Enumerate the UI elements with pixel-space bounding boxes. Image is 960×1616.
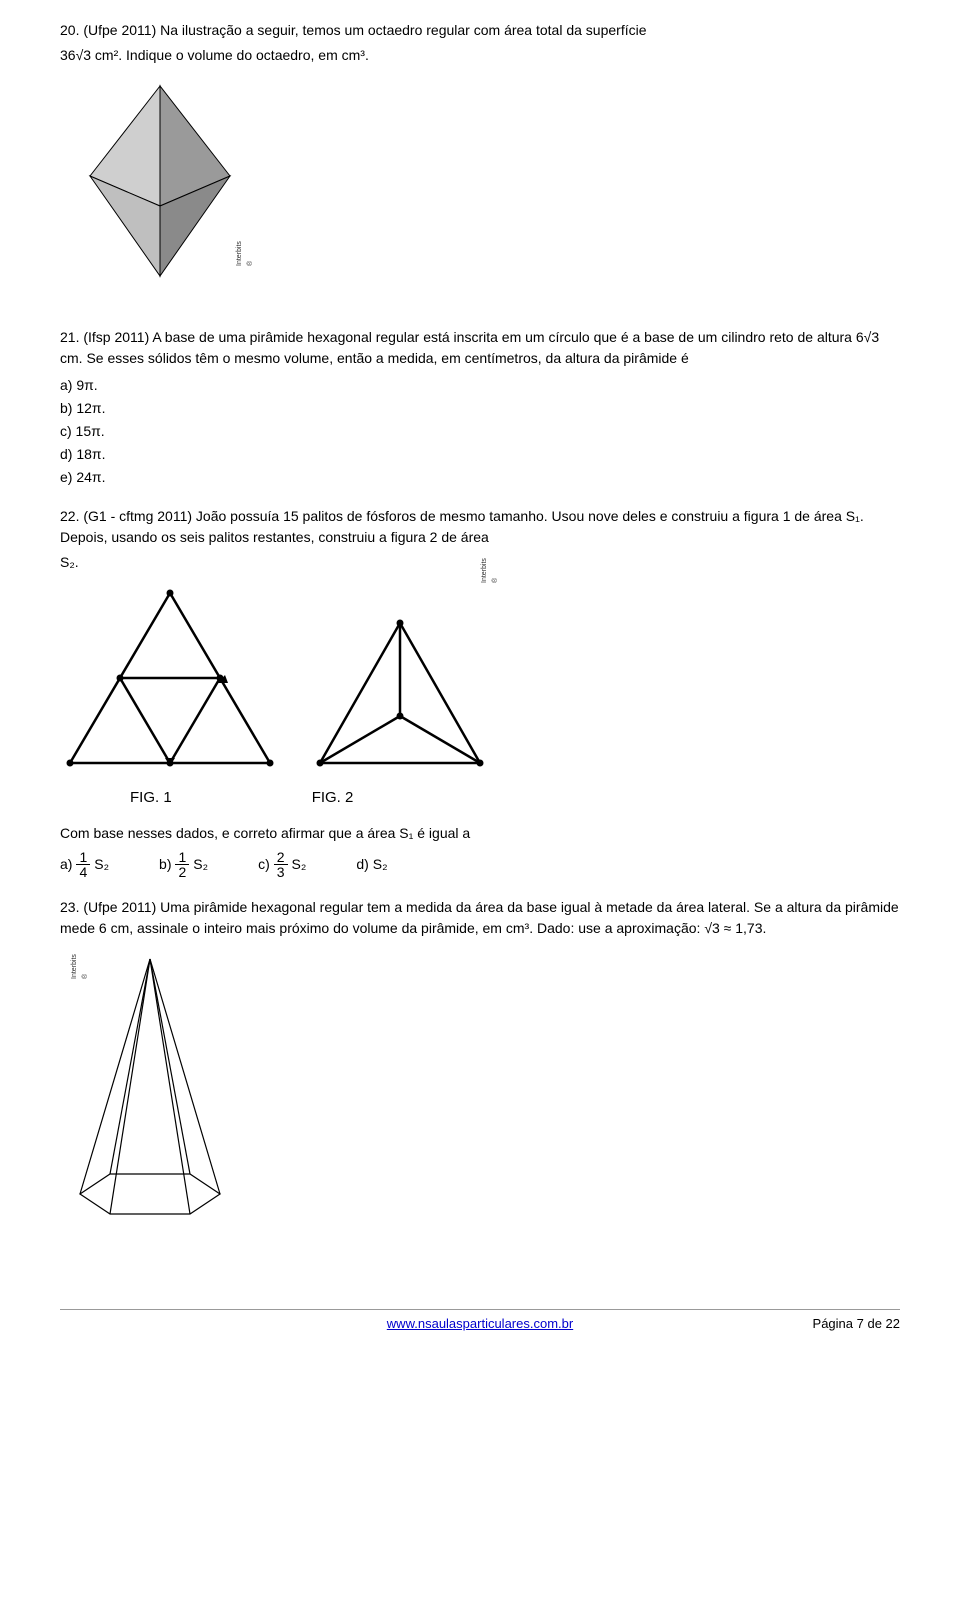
q22-stem-a: Com base nesses dados, e correto afirmar… (60, 825, 399, 841)
q23-t: 23. (Ufpe 2011) Uma pirâmide hexagonal r… (60, 899, 899, 936)
q21-options: a) 9π. b) 12π. c) 15π. d) 18π. e) 24π. (60, 375, 900, 488)
q22-figlabels: FIG. 1 FIG. 2 (130, 787, 900, 810)
q22-opt-b: b) 1 2 S₂ (159, 850, 208, 879)
q22-text: 22. (G1 - cftmg 2011) João possuía 15 pa… (60, 506, 900, 548)
q21-text: 21. (Ifsp 2011) A base de uma pirâmide h… (60, 327, 900, 369)
q22-b-post: S₂ (193, 854, 208, 875)
q22-c-num: 2 (274, 850, 288, 865)
q22-b-den: 2 (178, 865, 186, 879)
question-20: 20. (Ufpe 2011) Na ilustração a seguir, … (60, 20, 900, 309)
q23-unit: cm³ (506, 920, 529, 936)
page-footer: www.nsaulasparticulares.com.br Página 7 … (60, 1309, 900, 1334)
q21-opt-b: b) 12π. (60, 398, 900, 419)
q21-opt-a: a) 9π. (60, 375, 900, 396)
q22-figure: Interbits ® (60, 583, 900, 773)
q20-expr: 36√3 cm² (60, 47, 118, 63)
q22-opt-d: d) S₂ (356, 854, 387, 875)
q20-figure: Interbits ® (60, 76, 900, 309)
q21-prefix: 21. (Ifsp 2011) A base de uma pirâmide h… (60, 329, 856, 345)
q20-prefix: 20. (Ufpe 2011) Na ilustração a seguir, … (60, 22, 647, 38)
q22-d-post: S₂ (373, 854, 388, 875)
q22-c-pre: c) (258, 854, 270, 875)
q20-text: 20. (Ufpe 2011) Na ilustração a seguir, … (60, 20, 900, 41)
q21-opt-c: c) 15π. (60, 421, 900, 442)
q23-approx: √3 ≈ 1,73 (704, 920, 762, 936)
q22-opt-c: c) 2 3 S₂ (258, 850, 306, 879)
q20-text-2: 36√3 cm². Indique o volume do octaedro, … (60, 45, 900, 66)
q20-mid: . Indique o volume do octaedro, em (118, 47, 341, 63)
q22-b-num: 1 (175, 850, 189, 865)
question-22: 22. (G1 - cftmg 2011) João possuía 15 pa… (60, 506, 900, 880)
q22-options: a) 1 4 S₂ b) 1 2 S₂ c) 2 3 S₂ d) S (60, 850, 900, 879)
q22-stem: Com base nesses dados, e correto afirmar… (60, 823, 900, 844)
q22-a-pre: a) (60, 854, 72, 875)
q21-opt-d: d) 18π. (60, 444, 900, 465)
q22-d-pre: d) (356, 854, 368, 875)
q22-text-2: S₂. (60, 552, 900, 573)
page-number: Página 7 de 22 (813, 1314, 900, 1334)
q22-figlabel2: FIG. 2 (312, 787, 354, 810)
q22-opt-a: a) 1 4 S₂ (60, 850, 109, 879)
q23-tail: . (763, 920, 767, 936)
q22-c-post: S₂ (292, 854, 307, 875)
q23-figure: Interbits ® (60, 949, 900, 1249)
q22-b-pre: b) (159, 854, 171, 875)
q22-c-den: 3 (277, 865, 285, 879)
q20-tail: . (365, 47, 369, 63)
q22-figlabel1: FIG. 1 (130, 787, 172, 810)
q21-mid: . Se esses sólidos têm o mesmo volume, e… (79, 350, 689, 366)
question-23: 23. (Ufpe 2011) Uma pirâmide hexagonal r… (60, 897, 900, 1249)
q21-opt-e: e) 24π. (60, 467, 900, 488)
q20-unit: cm³ (342, 47, 365, 63)
q23-mid: . Dado: use a aproximação: (529, 920, 704, 936)
q22-stem-b: é igual a (413, 825, 470, 841)
q22-a-post: S₂ (94, 854, 109, 875)
q22-stem-s: S₁ (399, 825, 413, 841)
q22-s1: S₁ (846, 508, 860, 524)
q22-line1: 22. (G1 - cftmg 2011) João possuía 15 pa… (60, 508, 846, 524)
q22-line1c: . (75, 554, 79, 570)
question-21: 21. (Ifsp 2011) A base de uma pirâmide h… (60, 327, 900, 488)
footer-link[interactable]: www.nsaulasparticulares.com.br (387, 1314, 573, 1334)
q22-s2: S₂ (60, 554, 75, 570)
q23-text: 23. (Ufpe 2011) Uma pirâmide hexagonal r… (60, 897, 900, 939)
q22-a-num: 1 (76, 850, 90, 865)
q22-a-den: 4 (79, 865, 87, 879)
